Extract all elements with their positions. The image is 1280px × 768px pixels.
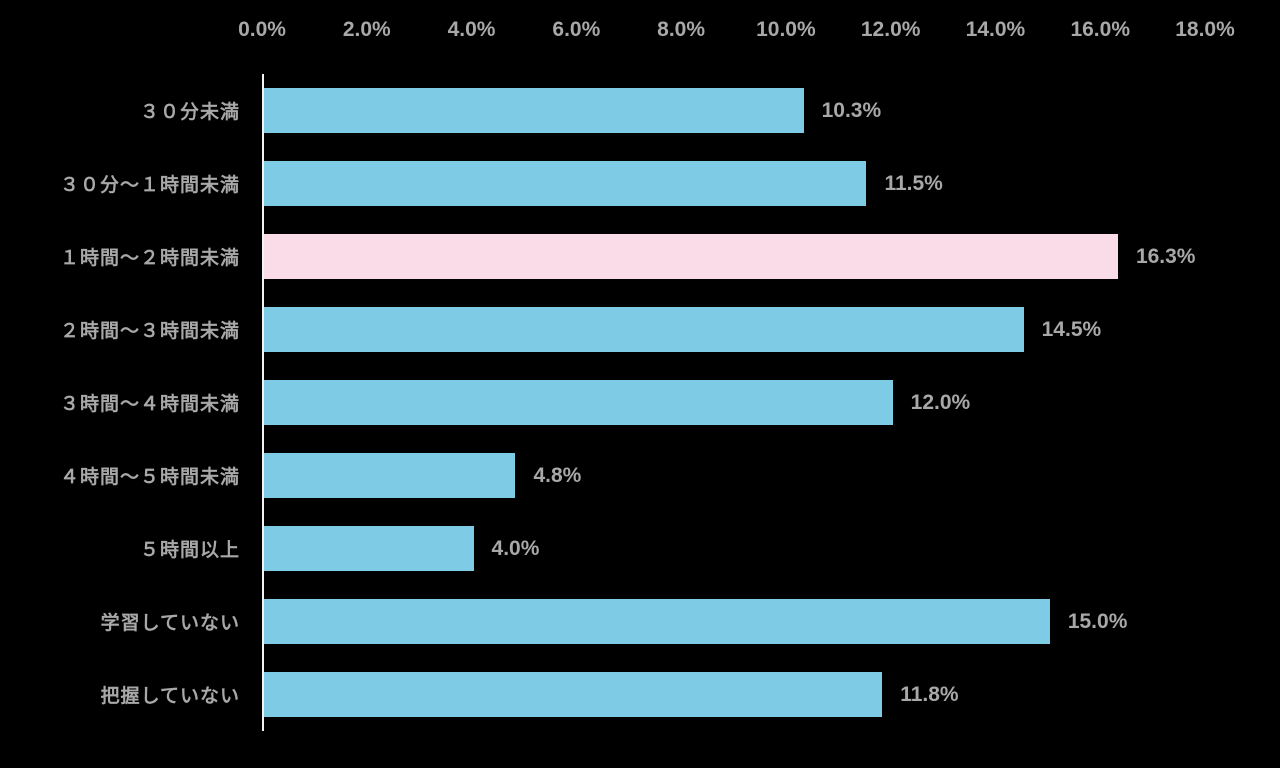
category-label: 学習していない [100,613,240,634]
bar [264,672,883,717]
bar-row: ３０分未満 10.3% [0,74,1280,147]
bar [264,599,1050,644]
category-label: １時間～２時間未満 [59,248,240,269]
plot-cell: 11.5% [262,147,1207,220]
bar [264,380,893,425]
x-axis-tick-label: 16.0% [1070,18,1130,41]
x-axis: 0.0% 2.0% 4.0% 6.0% 8.0% 10.0% 12.0% 14.0% 16.0%… [238,18,1235,52]
value-label: 14.5% [1041,317,1102,341]
bar-highlighted [264,234,1118,279]
bar-row: ３０分～１時間未満 11.5% [0,147,1280,220]
bar [264,307,1024,352]
x-axis-tick-label: 6.0% [552,18,601,41]
plot-cell: 10.3% [262,74,1207,147]
category-label: ２時間～３時間未満 [59,321,240,342]
plot-cell: 11.8% [262,658,1207,731]
value-label: 10.3% [821,98,882,122]
category-label: ５時間以上 [139,540,240,561]
plot-cell: 14.5% [262,293,1207,366]
x-axis-tick-label: 4.0% [447,18,496,41]
value-label: 16.3% [1135,244,1196,268]
value-label: 4.8% [533,463,582,487]
value-label: 11.8% [900,682,959,706]
x-axis-tick-label: 12.0% [860,18,921,41]
x-axis-tick-label: 2.0% [342,18,391,41]
value-label: 15.0% [1067,609,1128,633]
plot-cell: 15.0% [262,585,1207,658]
chart-rows: ３０分未満 10.3% ３０分～１時間未満 11.5% １時間～２時間未満 16.3% ２時… [0,74,1280,731]
value-label: 11.5% [884,171,943,195]
category-label: ４時間～５時間未満 [59,467,240,488]
plot-cell: 4.0% [262,512,1207,585]
bar [264,526,474,571]
bar [264,161,867,206]
bar [264,453,516,498]
plot-cell: 12.0% [262,366,1207,439]
bar [264,88,804,133]
x-axis-tick-label: 18.0% [1175,18,1235,41]
bar-row: ２時間～３時間未満 14.5% [0,293,1280,366]
plot-cell: 4.8% [262,439,1207,512]
bar-row: ４時間～５時間未満 4.8% [0,439,1280,512]
bar-row: １時間～２時間未満 16.3% [0,220,1280,293]
plot-cell: 16.3% [262,220,1207,293]
bar-row: ５時間以上 4.0% [0,512,1280,585]
bar-row: 把握していない 11.8% [0,658,1280,731]
x-axis-tick-label: 14.0% [965,18,1026,41]
category-label: ３０分～１時間未満 [59,175,240,196]
x-axis-tick-label: 0.0% [238,18,286,41]
bar-row: 学習していない 15.0% [0,585,1280,658]
category-label: 把握していない [100,686,240,707]
value-label: 12.0% [910,390,971,414]
category-label: ３時間～４時間未満 [59,394,240,415]
x-axis-tick-label: 10.0% [756,18,816,41]
bar-row: ３時間～４時間未満 12.0% [0,366,1280,439]
x-axis-tick-label: 8.0% [657,18,706,41]
category-label: ３０分未満 [139,102,240,123]
value-label: 4.0% [491,536,540,560]
